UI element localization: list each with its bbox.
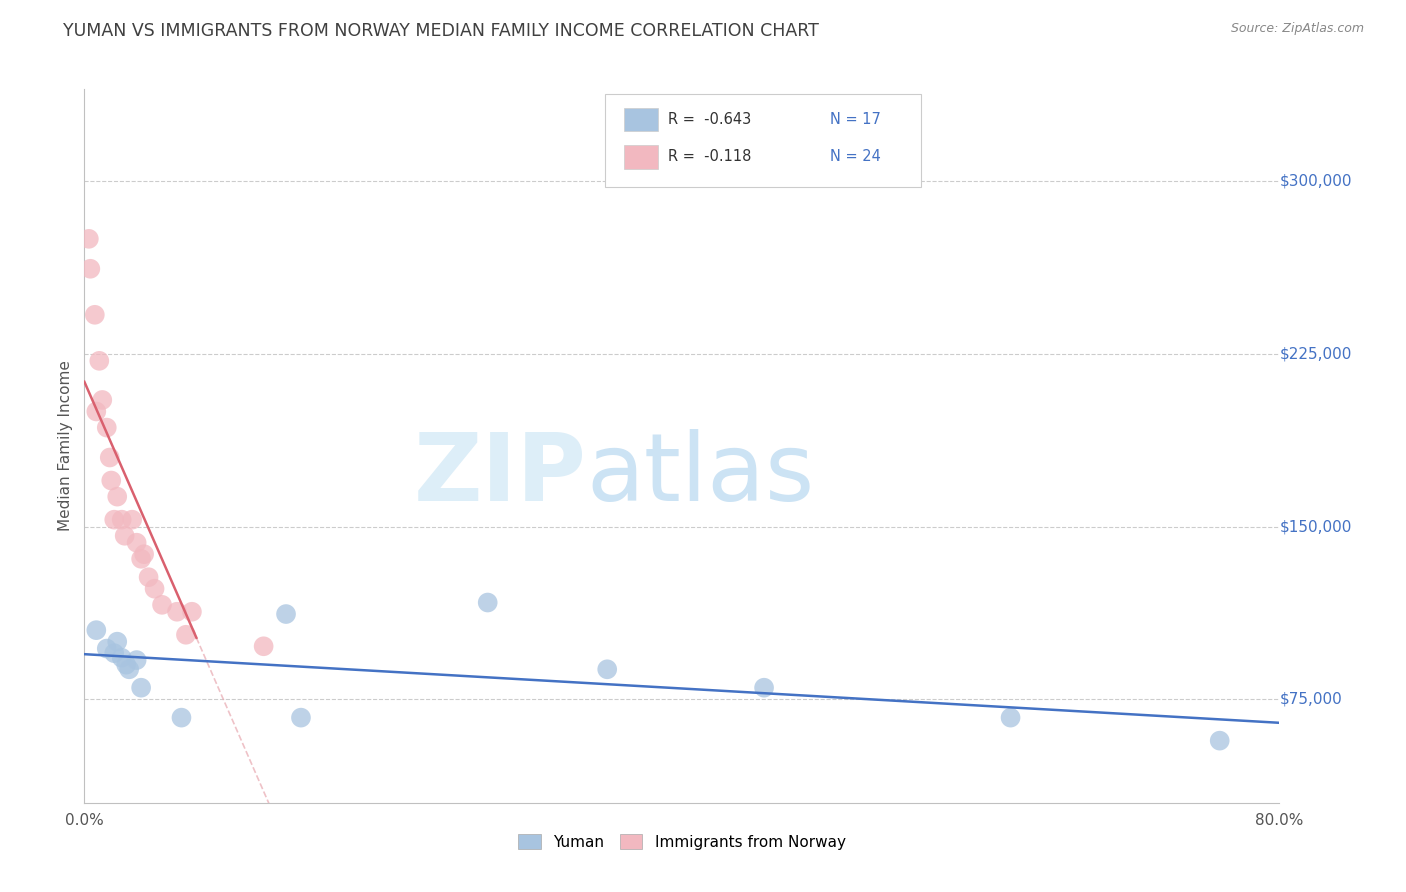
Point	[91, 392, 114, 407]
Point	[125, 535, 148, 549]
Point	[86, 623, 108, 637]
Point	[752, 681, 775, 695]
Point	[96, 641, 118, 656]
Point	[129, 681, 152, 695]
Point	[111, 650, 134, 665]
Point	[129, 551, 152, 566]
Point	[596, 662, 619, 676]
Point	[105, 634, 128, 648]
Point	[77, 232, 100, 246]
Point	[121, 513, 143, 527]
Point	[96, 420, 118, 434]
Point	[274, 607, 297, 621]
Point	[103, 513, 125, 527]
Text: R =  -0.643: R = -0.643	[668, 112, 751, 127]
Point	[83, 308, 105, 322]
Point	[132, 547, 156, 561]
Point	[253, 640, 276, 654]
Text: $225,000: $225,000	[1279, 346, 1351, 361]
Point	[1209, 733, 1232, 747]
Text: $150,000: $150,000	[1279, 519, 1351, 534]
Text: $75,000: $75,000	[1279, 691, 1343, 706]
Point	[115, 657, 138, 672]
Point	[290, 711, 312, 725]
Point	[170, 711, 193, 725]
Point	[103, 646, 125, 660]
Point	[118, 662, 141, 676]
Point	[105, 490, 128, 504]
Text: R =  -0.118: R = -0.118	[668, 150, 751, 164]
Point	[138, 570, 160, 584]
Point	[114, 529, 136, 543]
Text: $300,000: $300,000	[1279, 174, 1353, 189]
Point	[166, 605, 188, 619]
Text: Source: ZipAtlas.com: Source: ZipAtlas.com	[1230, 22, 1364, 36]
Point	[111, 513, 134, 527]
Point	[150, 598, 173, 612]
Point	[89, 354, 111, 368]
Text: atlas: atlas	[586, 428, 814, 521]
Text: YUMAN VS IMMIGRANTS FROM NORWAY MEDIAN FAMILY INCOME CORRELATION CHART: YUMAN VS IMMIGRANTS FROM NORWAY MEDIAN F…	[63, 22, 820, 40]
Point	[86, 404, 108, 418]
Point	[181, 605, 204, 619]
Point	[98, 450, 121, 465]
Y-axis label: Median Family Income: Median Family Income	[58, 360, 73, 532]
Legend: Yuman, Immigrants from Norway: Yuman, Immigrants from Norway	[512, 828, 852, 855]
Point	[143, 582, 166, 596]
Point	[100, 474, 122, 488]
Text: N = 17: N = 17	[830, 112, 880, 127]
Point	[477, 595, 499, 609]
Point	[1000, 711, 1022, 725]
Point	[125, 653, 148, 667]
Point	[174, 628, 197, 642]
Point	[79, 261, 101, 276]
Text: ZIP: ZIP	[413, 428, 586, 521]
Text: N = 24: N = 24	[830, 150, 880, 164]
